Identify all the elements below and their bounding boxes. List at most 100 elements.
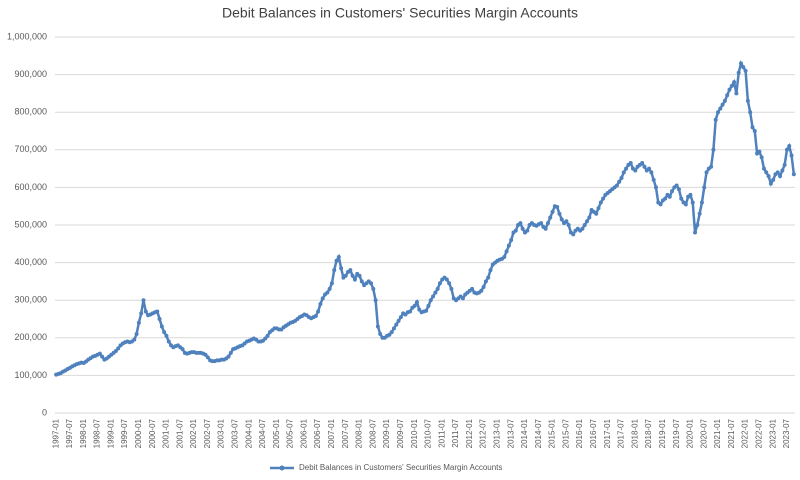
data-point: [518, 221, 523, 226]
data-point: [502, 254, 507, 259]
data-point: [132, 337, 137, 342]
x-tick-label: 2021-01: [713, 418, 722, 448]
data-point: [539, 221, 544, 226]
x-tick-label: 2015-07: [561, 418, 570, 448]
data-point: [504, 249, 509, 254]
x-tick-label: 2017-01: [603, 418, 612, 448]
data-point: [771, 177, 776, 182]
x-tick-label: 2016-01: [575, 418, 584, 448]
data-point: [162, 330, 167, 335]
data-point: [100, 354, 105, 359]
data-point: [336, 254, 341, 259]
data-point: [447, 281, 452, 286]
data-point: [327, 286, 332, 291]
data-point: [704, 170, 709, 175]
data-point: [642, 164, 647, 169]
x-tick-label: 2006-01: [299, 418, 308, 448]
x-tick-label: 2023-01: [768, 418, 777, 448]
y-tick-label: 600,000: [14, 182, 47, 192]
data-point: [398, 315, 403, 320]
x-tick-label: 2011-07: [451, 418, 460, 447]
x-tick-label: 2014-01: [520, 418, 529, 448]
data-point: [329, 281, 334, 286]
data-point: [621, 170, 626, 175]
data-point: [743, 68, 748, 73]
data-point: [619, 176, 624, 180]
data-point: [582, 223, 587, 227]
x-tick-label: 2015-01: [548, 418, 557, 448]
data-point: [658, 202, 663, 207]
x-tick-label: 2009-01: [382, 418, 391, 448]
data-point: [778, 174, 783, 179]
x-tick-label: 2009-07: [396, 418, 405, 448]
data-point: [745, 98, 750, 103]
data-point: [571, 232, 576, 237]
data-point: [791, 172, 796, 177]
data-point: [676, 187, 681, 192]
data-point: [711, 147, 716, 152]
data-point: [486, 275, 491, 280]
data-point: [320, 296, 325, 301]
data-point: [481, 285, 486, 290]
x-tick-label: 2004-01: [244, 418, 253, 448]
data-point: [389, 330, 394, 335]
data-point: [699, 200, 704, 205]
data-point: [548, 215, 553, 220]
data-point: [649, 170, 654, 175]
data-point: [557, 211, 562, 216]
data-point: [663, 196, 668, 201]
data-point: [764, 170, 769, 175]
data-point: [761, 166, 766, 171]
y-tick-label: 0: [42, 407, 47, 417]
data-point: [444, 277, 449, 282]
data-point: [674, 183, 679, 188]
data-point: [679, 196, 684, 201]
data-point: [775, 170, 780, 175]
data-point: [587, 215, 592, 220]
data-point: [766, 174, 771, 179]
data-point: [628, 160, 633, 165]
data-point: [116, 346, 121, 351]
data-point: [332, 268, 337, 273]
data-point: [722, 98, 727, 103]
data-point: [488, 268, 493, 273]
data-point: [653, 185, 658, 190]
x-tick-label: 2012-01: [465, 418, 474, 448]
data-point: [396, 318, 401, 323]
data-point: [550, 209, 555, 214]
x-tick-label: 2022-01: [741, 418, 750, 448]
data-point: [513, 228, 518, 233]
x-tick-label: 2006-07: [313, 418, 322, 448]
x-tick-label: 2013-07: [506, 418, 515, 448]
data-point: [437, 281, 442, 286]
x-tick-label: 2021-07: [727, 418, 736, 448]
data-point: [647, 166, 652, 171]
data-point: [343, 273, 348, 278]
data-point: [555, 204, 560, 209]
x-tick-label: 2008-07: [368, 418, 377, 448]
data-point: [325, 290, 330, 295]
x-tick-label: 2016-07: [589, 418, 598, 448]
data-point: [525, 228, 530, 233]
x-tick-label: 2011-01: [437, 418, 446, 447]
data-point: [412, 303, 417, 308]
data-point: [509, 238, 514, 243]
data-point: [784, 147, 789, 152]
data-point: [375, 324, 380, 329]
data-point: [391, 326, 396, 331]
data-point: [226, 354, 231, 359]
data-point: [640, 160, 645, 165]
x-tick-label: 2010-01: [410, 418, 419, 448]
data-point: [734, 91, 739, 96]
x-tick-label: 2010-07: [424, 418, 433, 448]
data-point: [768, 181, 773, 186]
data-point: [713, 117, 718, 122]
data-point: [759, 155, 764, 160]
data-point: [670, 189, 675, 194]
data-point: [394, 322, 399, 327]
x-tick-label: 2020-07: [699, 418, 708, 448]
data-point: [688, 192, 693, 197]
x-tick-label: 1997-01: [51, 418, 60, 448]
x-tick-label: 2000-01: [134, 418, 143, 448]
